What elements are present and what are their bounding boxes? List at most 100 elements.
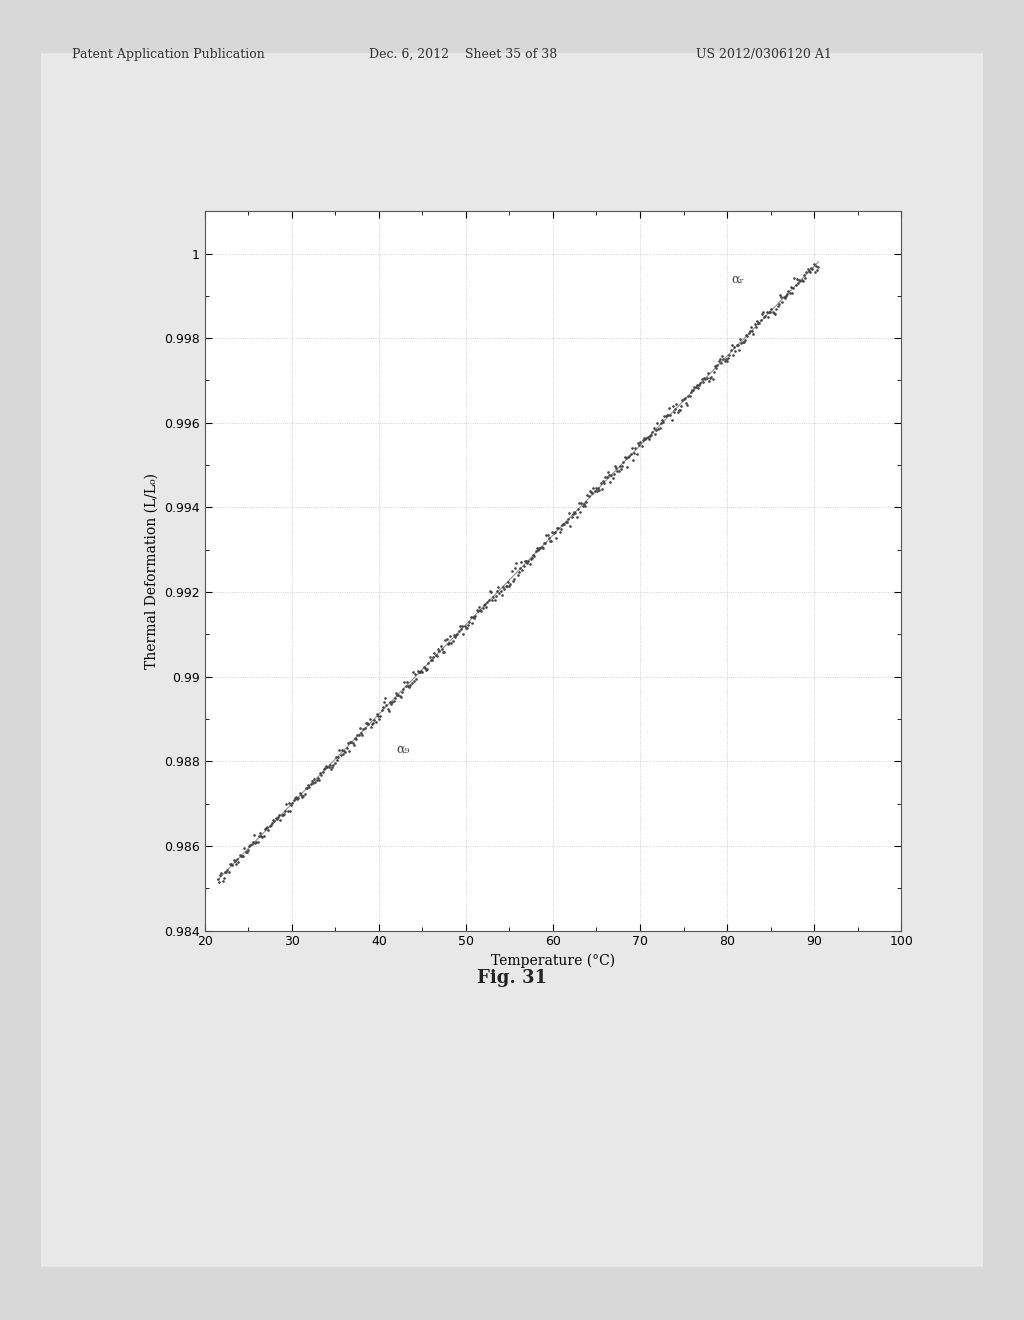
Point <box>636 428 652 449</box>
Point <box>294 787 310 808</box>
Point <box>296 783 312 804</box>
Point <box>322 755 338 776</box>
Point <box>251 825 267 846</box>
Point <box>450 623 466 644</box>
Point <box>392 686 409 708</box>
Point <box>578 491 594 512</box>
Point <box>298 777 314 799</box>
Point <box>758 305 774 326</box>
Point <box>766 302 782 323</box>
Point <box>514 560 530 581</box>
Point <box>801 260 817 281</box>
Point <box>217 862 233 883</box>
Point <box>793 271 809 292</box>
Point <box>280 800 296 821</box>
Point <box>520 550 537 572</box>
Point <box>746 313 763 334</box>
Point <box>733 333 750 354</box>
Point <box>622 446 638 467</box>
Point <box>216 867 232 888</box>
Point <box>645 417 662 438</box>
Point <box>761 301 777 322</box>
Point <box>810 256 826 277</box>
Point <box>358 713 375 734</box>
Point <box>745 323 762 345</box>
Point <box>527 541 544 562</box>
Point <box>283 795 299 816</box>
Point <box>776 288 793 309</box>
Point <box>452 615 468 636</box>
Point <box>708 358 724 379</box>
Point <box>445 624 462 645</box>
Point <box>408 664 424 685</box>
Point <box>353 723 370 744</box>
Point <box>436 642 453 663</box>
Point <box>630 432 646 453</box>
Point <box>526 545 543 566</box>
Point <box>461 611 477 632</box>
Point <box>451 620 467 642</box>
Point <box>258 817 274 838</box>
Point <box>568 507 585 528</box>
Point <box>390 684 407 705</box>
Point <box>641 429 657 450</box>
Point <box>419 659 435 680</box>
Point <box>241 836 257 857</box>
Point <box>326 755 342 776</box>
Point <box>735 331 752 352</box>
Point <box>762 301 778 322</box>
Point <box>639 426 655 447</box>
Point <box>447 624 464 645</box>
Point <box>404 661 421 682</box>
Point <box>683 381 699 403</box>
Point <box>319 756 336 777</box>
Point <box>492 582 508 603</box>
Point <box>357 713 374 734</box>
Point <box>601 465 617 486</box>
Point <box>584 483 600 504</box>
Point <box>519 552 536 573</box>
Point <box>335 743 351 764</box>
Point <box>247 832 263 853</box>
Point <box>516 550 532 572</box>
Point <box>310 770 327 791</box>
Point <box>698 367 715 388</box>
Point <box>483 582 500 603</box>
Point <box>808 255 824 276</box>
Point <box>314 762 331 783</box>
Point <box>712 348 728 370</box>
Point <box>479 591 496 612</box>
Point <box>252 822 268 843</box>
Point <box>783 282 800 304</box>
Point <box>398 672 415 693</box>
Point <box>354 725 371 746</box>
Point <box>740 322 757 343</box>
Point <box>772 285 788 306</box>
Point <box>229 849 246 870</box>
Point <box>385 690 401 711</box>
Point <box>268 808 285 829</box>
Point <box>802 261 818 282</box>
Point <box>662 397 678 418</box>
Point <box>474 598 490 619</box>
Point <box>521 553 538 574</box>
Point <box>262 814 279 836</box>
Point <box>591 479 607 500</box>
Point <box>656 405 673 426</box>
Point <box>593 473 609 494</box>
Point <box>378 694 394 715</box>
Point <box>730 335 746 356</box>
Point <box>365 713 381 734</box>
Point <box>711 351 727 372</box>
Point <box>477 594 494 615</box>
Point <box>574 495 591 516</box>
Point <box>512 557 528 578</box>
Point <box>594 478 610 499</box>
Point <box>658 404 675 425</box>
Point <box>637 429 653 450</box>
Point <box>440 632 457 653</box>
Point <box>554 515 570 536</box>
Point <box>442 626 459 647</box>
Y-axis label: Thermal Deformation (L/L₀): Thermal Deformation (L/L₀) <box>144 473 159 669</box>
Point <box>374 700 390 721</box>
